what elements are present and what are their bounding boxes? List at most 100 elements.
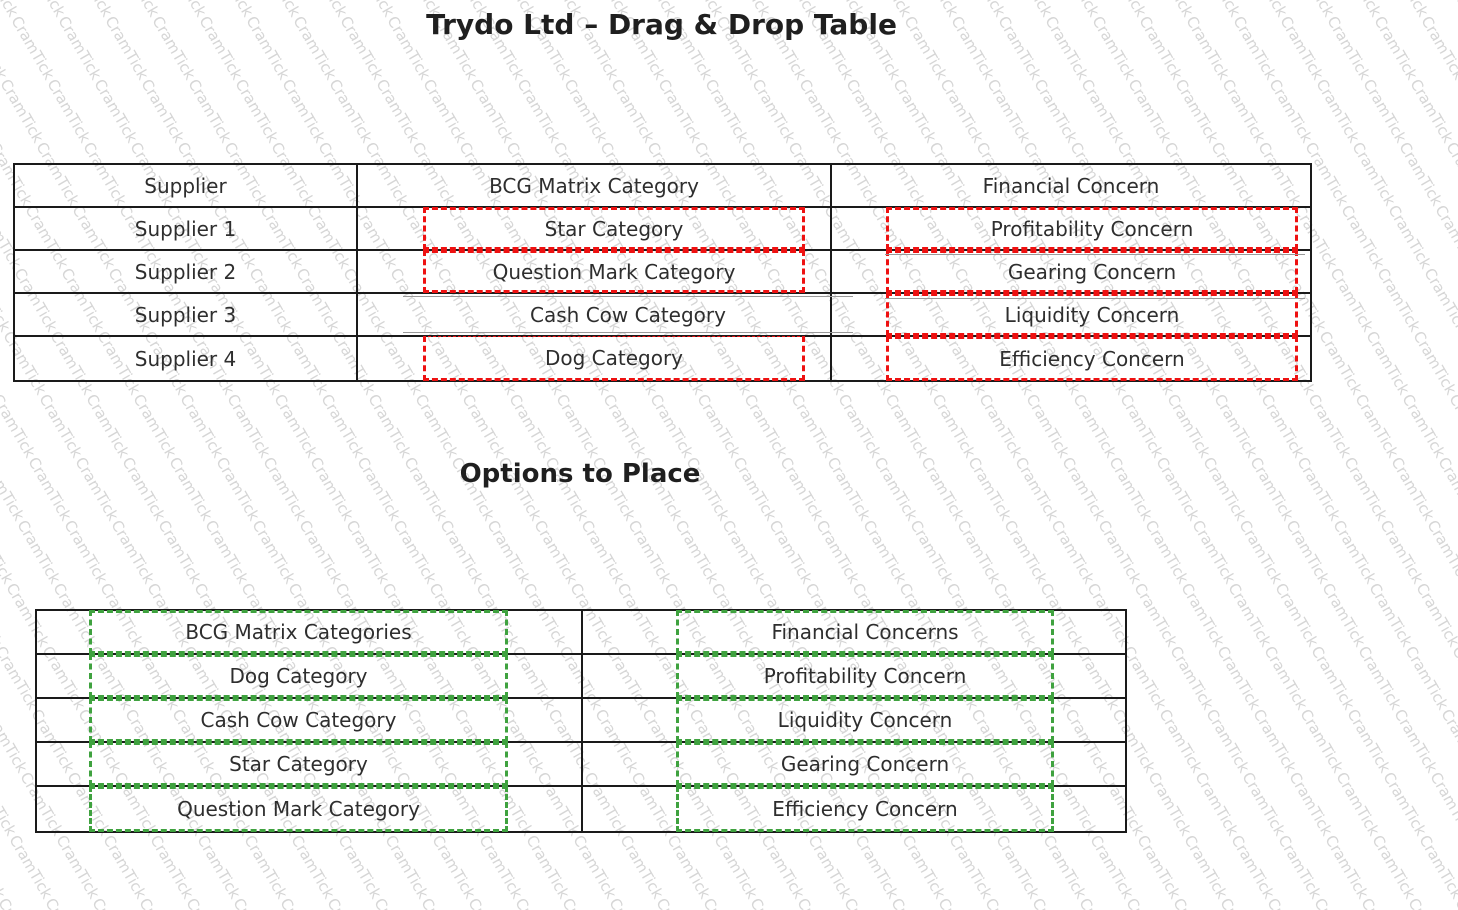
watermark-text: CramTick <box>671 517 723 587</box>
watermark-text: CramTick <box>417 895 468 910</box>
drop-target-concern[interactable]: Gearing Concern <box>886 250 1298 293</box>
watermark-text: CramTick <box>270 391 322 461</box>
watermark-text: CramTick <box>1384 202 1436 272</box>
option-header-cell: BCG Matrix Categories <box>37 610 583 655</box>
watermark-text: CramTick <box>287 832 339 902</box>
watermark-text: CramTick <box>0 454 29 524</box>
watermark-text: CramTick <box>1368 832 1420 902</box>
watermark-text: CramTick <box>1428 0 1458 20</box>
watermark-text: CramTick <box>1030 76 1082 146</box>
header-label: BCG Matrix Category <box>489 173 699 198</box>
watermark-text: CramTick <box>1122 895 1173 910</box>
watermark-text: CramTick <box>1387 454 1439 524</box>
watermark-text: CramTick <box>0 769 21 839</box>
watermark-text: CramTick <box>605 895 656 910</box>
watermark-text: CramTick <box>1395 139 1447 209</box>
watermark-text: CramTick <box>1166 643 1218 713</box>
option-item-concern[interactable]: Efficiency Concern <box>676 786 1054 832</box>
watermark-text: CramTick <box>52 832 104 902</box>
drop-target-concern[interactable]: Efficiency Concern <box>886 336 1298 381</box>
drop-target-bcg[interactable]: Star Category <box>423 207 805 250</box>
watermark-text: CramTick <box>1077 76 1129 146</box>
watermark-text: CramTick <box>0 832 10 902</box>
option-item-bcg[interactable]: Star Category <box>89 742 508 786</box>
watermark-text: CramTick <box>184 76 236 146</box>
option-label: Profitability Concern <box>763 664 967 688</box>
concern-cell: Gearing Concern <box>832 250 1310 294</box>
watermark-text: CramTick <box>1152 454 1204 524</box>
watermark-text: CramTick <box>1119 643 1171 713</box>
watermark-text: CramTick <box>1343 706 1395 776</box>
watermark-text: CramTick <box>458 391 510 461</box>
watermark-text: CramTick <box>1351 391 1403 461</box>
watermark-text: CramTick <box>1409 328 1458 398</box>
watermark-text: CramTick <box>1086 832 1138 902</box>
watermark-text: CramTick <box>928 391 980 461</box>
option-item-bcg[interactable]: Dog Category <box>89 654 508 698</box>
watermark-text: CramTick <box>1404 895 1455 910</box>
watermark-text: CramTick <box>1000 517 1052 587</box>
watermark-text: CramTick <box>90 76 142 146</box>
watermark-text: CramTick <box>146 832 198 902</box>
watermark-text: CramTick <box>624 517 676 587</box>
option-cell: Gearing Concern <box>583 742 1125 787</box>
option-item-concern[interactable]: Liquidity Concern <box>676 698 1054 742</box>
watermark-text: CramTick <box>1144 769 1196 839</box>
watermark-text: CramTick <box>129 391 181 461</box>
watermark-text: CramTick <box>577 517 629 587</box>
watermark-text: CramTick <box>1348 139 1400 209</box>
option-label: Liquidity Concern <box>777 708 953 732</box>
watermark-text: CramTick <box>483 517 535 587</box>
option-item-bcg[interactable]: Cash Cow Category <box>89 698 508 742</box>
drop-target-concern[interactable]: Liquidity Concern <box>886 293 1298 336</box>
option-item-concern[interactable]: Gearing Concern <box>676 742 1054 786</box>
watermark-text: CramTick <box>1434 454 1458 524</box>
watermark-text: CramTick <box>842 76 894 146</box>
watermark-text: CramTick <box>0 895 45 910</box>
watermark-text: CramTick <box>936 76 988 146</box>
watermark-text: CramTick <box>1249 706 1301 776</box>
watermark-text: CramTick <box>616 832 668 902</box>
drop-target-concern[interactable]: Profitability Concern <box>886 207 1298 250</box>
watermark-text: CramTick <box>1448 643 1458 713</box>
bcg-cell: Star Category <box>358 207 832 251</box>
dropped-item-label: Cash Cow Category <box>530 302 726 327</box>
header-label: Supplier <box>144 173 227 198</box>
watermark-text: CramTick <box>1028 895 1079 910</box>
supplier-label: Supplier 3 <box>134 302 237 327</box>
watermark-text: CramTick <box>560 76 612 146</box>
option-cell: Star Category <box>37 742 583 787</box>
watermark-text: CramTick <box>1271 580 1323 650</box>
supplier-label: Supplier 4 <box>134 346 237 371</box>
watermark-text: CramTick <box>1437 706 1458 776</box>
watermark-text: CramTick <box>1340 454 1392 524</box>
watermark-text: CramTick <box>43 76 95 146</box>
option-label: Dog Category <box>229 664 368 688</box>
watermark-text: CramTick <box>370 895 421 910</box>
watermark-text: CramTick <box>229 895 280 910</box>
dropped-item-label: Star Category <box>544 216 684 241</box>
drop-target-bcg[interactable]: Question Mark Category <box>423 250 805 293</box>
drag-drop-table: Supplier BCG Matrix Category Financial C… <box>13 163 1312 382</box>
watermark-text: CramTick <box>1141 517 1193 587</box>
watermark-text: CramTick <box>381 832 433 902</box>
watermark-text: CramTick <box>1332 769 1384 839</box>
watermark-text: CramTick <box>748 76 800 146</box>
watermark-text: CramTick <box>0 391 40 461</box>
option-item-bcg[interactable]: Question Mark Category <box>89 786 508 832</box>
watermark-text: CramTick <box>231 76 283 146</box>
watermark-text: CramTick <box>35 391 87 461</box>
watermark-text: CramTick <box>1406 76 1458 146</box>
watermark-text: CramTick <box>1171 76 1223 146</box>
option-item-concern[interactable]: Profitability Concern <box>676 654 1054 698</box>
watermark-text: CramTick <box>0 13 12 83</box>
watermark-text: CramTick <box>1263 895 1314 910</box>
watermark-text: CramTick <box>505 391 557 461</box>
drop-target-bcg[interactable]: Cash Cow Category <box>403 296 853 333</box>
watermark-text: CramTick <box>981 895 1032 910</box>
watermark-text: CramTick <box>710 832 762 902</box>
watermark-text: CramTick <box>1213 643 1265 713</box>
drop-target-bcg[interactable]: Dog Category <box>423 336 805 381</box>
watermark-text: CramTick <box>1318 580 1370 650</box>
watermark-text: CramTick <box>1426 769 1458 839</box>
